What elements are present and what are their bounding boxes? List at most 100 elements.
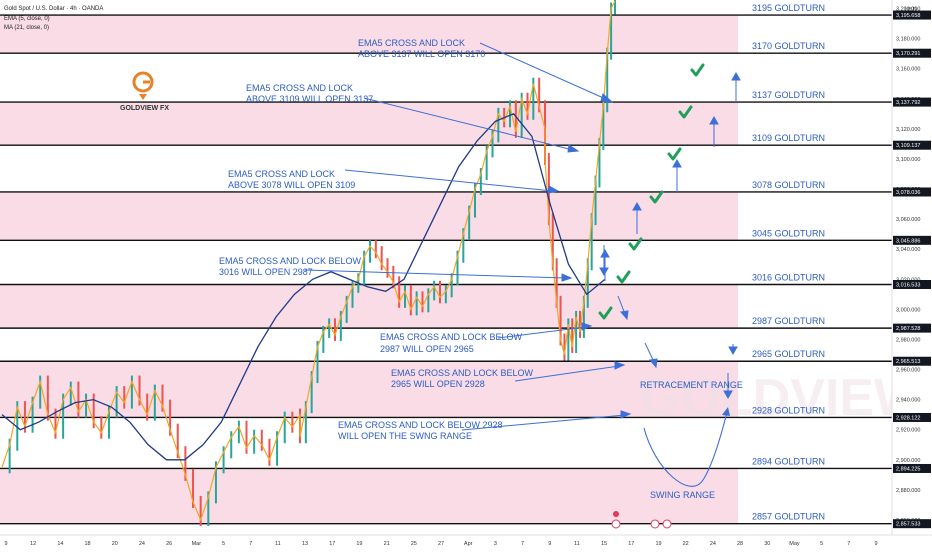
time-axis-bg: [0, 535, 932, 550]
level-tag-9: 2,928.122: [896, 415, 920, 421]
time-tick-29: May: [789, 541, 800, 547]
annotation-3-line2: ABOVE 3078 WILL OPEN 3109: [228, 180, 355, 190]
level-tag-bg-5: [893, 235, 931, 245]
level-label-5: 3045 GOLDTURN: [752, 228, 825, 238]
check-icon-6: [678, 105, 693, 119]
level-lines: [0, 14, 892, 525]
level-label-0: 3195 GOLDTURN: [752, 3, 825, 13]
level-tag-5: 3,045.886: [896, 238, 920, 244]
time-tick-15: 25: [411, 541, 417, 547]
level-label-3: 3109 GOLDTURN: [752, 133, 825, 143]
time-tick-12: 17: [329, 541, 335, 547]
time-tick-27: 28: [737, 541, 743, 547]
time-tick-28: 30: [764, 541, 770, 547]
level-tag-bg-9: [893, 412, 931, 422]
down-arrow-1: [599, 245, 609, 277]
chart-title: Gold Spot / U.S. Dollar · 4h · OANDA: [4, 6, 103, 12]
time-tick-22: 15: [601, 541, 607, 547]
arrow-3: [344, 169, 560, 194]
annotation-5-line1: EMA5 CROSS AND LOCK BELOW: [380, 332, 523, 342]
time-tick-20: 9: [548, 541, 551, 547]
swing-range-arc-head: [722, 407, 730, 416]
annotation-6-line2: 2965 WILL OPEN 2928: [391, 379, 485, 389]
logo-text: GOLDVIEW FX: [120, 105, 169, 112]
level-tag-10: 2,894.225: [896, 466, 920, 472]
up-arrow-3: [672, 158, 682, 192]
time-tick-6: 26: [166, 541, 172, 547]
level-tag-bg-1: [893, 48, 931, 58]
time-tick-25: 22: [683, 541, 689, 547]
price-tick-15: 3,160.000: [896, 67, 920, 73]
level-tag-bg-7: [893, 323, 931, 333]
level-tag-7: 2,987.528: [896, 326, 920, 332]
annotation-4-line2: 3016 WILL OPEN 2987: [219, 267, 313, 277]
level-tag-8: 2,965.513: [896, 359, 920, 365]
swing-range-arc: [643, 411, 728, 487]
level-label-11: 2857 GOLDTURN: [752, 512, 825, 522]
level-tag-bg-6: [893, 279, 931, 289]
time-tick-11: 13: [302, 541, 308, 547]
indicator-ema: EMA (5, close, 0): [4, 16, 50, 22]
time-tick-16: 27: [438, 541, 444, 547]
time-tick-1: 12: [30, 541, 36, 547]
annotation-7-line1: EMA5 CROSS AND LOCK BELOW 2928: [338, 420, 503, 430]
check-icon-4: [649, 190, 664, 204]
price-tick-5: 2,960.000: [896, 368, 920, 374]
level-label-4: 3078 GOLDTURN: [752, 180, 825, 190]
time-tick-17: Apr: [464, 541, 473, 547]
level-tag-0: 3,195.658: [896, 13, 920, 19]
level-label-1: 3170 GOLDTURN: [752, 41, 825, 51]
time-tick-18: 3: [494, 541, 497, 547]
arrow-2: [363, 97, 580, 153]
annotation-6-line1: EMA5 CROSS AND LOCK BELOW: [391, 368, 534, 378]
event-markers[interactable]: [611, 511, 672, 529]
level-tag-bg-4: [893, 187, 931, 197]
level-tag-2: 3,137.792: [896, 100, 920, 106]
time-tick-4: 20: [112, 541, 118, 547]
time-tick-32: 9: [874, 541, 877, 547]
level-tag-bg-3: [893, 140, 931, 150]
price-tick-4: 2,940.000: [896, 398, 920, 404]
shaded-bands: [0, 15, 738, 524]
price-tick-2: 2,900.000: [896, 458, 920, 464]
annotation-2-line1: EMA5 CROSS AND LOCK: [246, 83, 353, 93]
check-icon-5: [667, 147, 682, 161]
flag-icon-3[interactable]: [662, 519, 672, 529]
level-tag-bg-8: [893, 356, 931, 366]
ma21-series: [1, 113, 606, 461]
up-arrow-2: [709, 115, 719, 147]
annotation-5-line2: 2987 WILL OPEN 2965: [380, 344, 474, 354]
ema5-line: [1, 0, 616, 522]
swing-down-arrow: [723, 373, 733, 400]
time-tick-2: 14: [57, 541, 63, 547]
price-tick-6: 2,980.000: [896, 337, 920, 343]
level-label-10: 2894 GOLDTURN: [752, 456, 825, 466]
arrow-5: [497, 322, 593, 339]
level-label-9: 2928 GOLDTURN: [752, 405, 825, 415]
level-labels: 3195 GOLDTURN 3170 GOLDTURN 3137 GOLDTURN 3…: [752, 3, 825, 522]
currency-label: USD: [905, 7, 917, 13]
level-label-7: 2987 GOLDTURN: [752, 316, 825, 326]
time-tick-14: 21: [384, 541, 390, 547]
band-0: [0, 15, 738, 54]
flag-icon-1[interactable]: [611, 519, 621, 529]
down-arrow-2: [617, 295, 629, 321]
price-tick-13: 3,120.000: [896, 127, 920, 133]
indicator-ma: MA (21, close, 0): [4, 25, 49, 31]
event-marker-1[interactable]: [613, 511, 619, 517]
band-1: [0, 102, 738, 146]
band-4: [0, 361, 738, 418]
flag-icon-2[interactable]: [650, 519, 660, 529]
check-marks: [598, 63, 705, 320]
level-tag-bg-10: [893, 463, 931, 473]
level-label-2: 3137 GOLDTURN: [752, 90, 825, 100]
goldview-logo: GOLDVIEW FX: [120, 71, 169, 112]
time-tick-0: 9: [4, 541, 7, 547]
time-tick-31: 7: [847, 541, 850, 547]
check-icon-7: [690, 63, 705, 77]
price-tick-1: 2,880.000: [896, 488, 920, 494]
down-arrow-4: [728, 344, 738, 356]
band-5: [0, 468, 738, 524]
arrow-1: [479, 42, 614, 103]
